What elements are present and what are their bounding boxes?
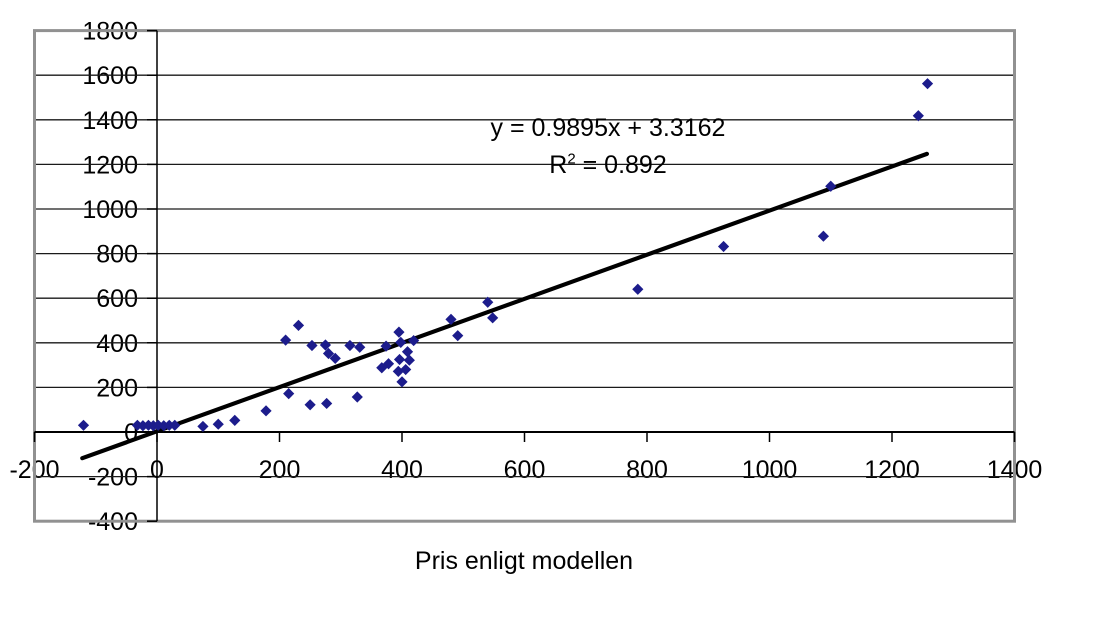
data-point xyxy=(380,340,392,352)
data-point xyxy=(393,353,406,366)
data-point xyxy=(376,362,388,374)
data-point xyxy=(717,240,730,253)
data-point xyxy=(401,346,414,358)
data-point xyxy=(280,334,292,346)
data-point xyxy=(403,354,415,366)
plot-frame xyxy=(33,29,1016,523)
y-tick-label: 200 xyxy=(96,374,138,402)
data-point xyxy=(169,419,181,431)
data-point xyxy=(921,78,934,90)
data-point xyxy=(445,313,457,325)
x-tick-label: 1000 xyxy=(742,456,798,484)
data-point xyxy=(817,230,829,242)
x-tick-label: 800 xyxy=(626,456,668,484)
data-point xyxy=(344,339,356,352)
x-tick-label: 600 xyxy=(504,456,546,484)
y-tick-label: 1600 xyxy=(82,62,138,90)
y-tick-label: 1000 xyxy=(82,196,138,224)
data-point xyxy=(351,391,363,403)
data-point xyxy=(319,339,332,351)
trendline-equation-r2: R2 = 0.892 xyxy=(549,150,667,179)
data-point xyxy=(158,420,170,432)
y-tick-label: -200 xyxy=(88,464,138,492)
data-point xyxy=(393,326,405,338)
data-point xyxy=(912,110,924,122)
data-point xyxy=(408,334,420,347)
data-point xyxy=(482,296,494,308)
x-axis-title: Pris enligt modellen xyxy=(414,547,634,575)
data-point xyxy=(452,330,464,342)
data-point xyxy=(283,388,295,400)
data-point xyxy=(382,358,395,370)
data-point xyxy=(137,420,149,432)
data-point xyxy=(632,283,644,295)
trendline xyxy=(80,151,930,461)
data-point xyxy=(304,399,316,411)
data-point xyxy=(229,414,241,427)
y-tick-label: 800 xyxy=(96,241,138,269)
y-tick-label: 1400 xyxy=(82,107,138,135)
data-point xyxy=(395,336,407,348)
data-point xyxy=(400,363,412,376)
data-point xyxy=(260,405,272,417)
x-tick-label: 1200 xyxy=(864,456,920,484)
x-tick-label: 200 xyxy=(259,456,301,484)
r2-superscript: 2 xyxy=(567,150,576,168)
data-point xyxy=(77,419,90,431)
data-point xyxy=(292,319,305,332)
data-point xyxy=(306,339,318,352)
data-point xyxy=(487,312,499,324)
y-tick-label: 600 xyxy=(96,285,138,313)
data-point xyxy=(197,420,209,433)
data-point xyxy=(329,352,341,365)
data-point xyxy=(354,341,366,353)
y-tick-label: 1200 xyxy=(82,151,138,179)
data-point xyxy=(322,347,335,360)
data-point xyxy=(321,397,333,410)
data-point xyxy=(396,376,408,388)
trendline-equation: y = 0.9895x + 3.3162 R2 = 0.892 xyxy=(408,110,808,184)
data-point xyxy=(212,418,224,430)
x-tick-label: 400 xyxy=(381,456,423,484)
y-tick-label: 400 xyxy=(96,330,138,358)
trendline-equation-formula: y = 0.9895x + 3.3162 xyxy=(490,114,726,142)
data-point xyxy=(825,180,837,192)
